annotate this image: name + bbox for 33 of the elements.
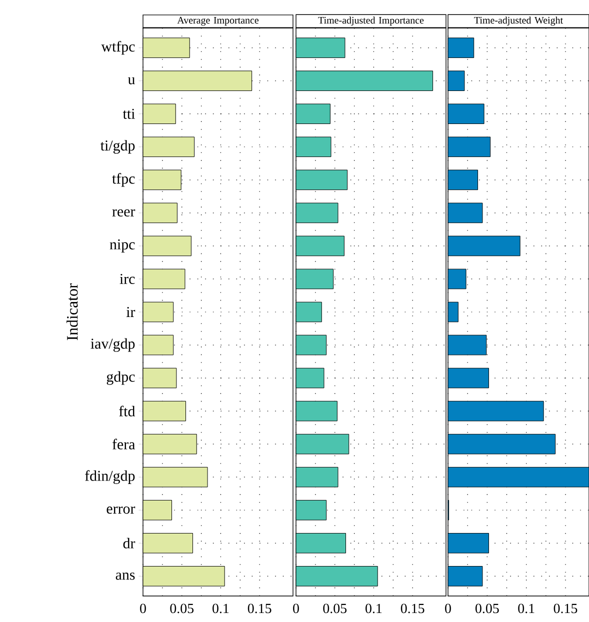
x-tick-label: 0.15	[554, 604, 578, 614]
y-tick-label: u	[128, 77, 135, 84]
x-tick-label: 0.05	[475, 604, 499, 614]
y-tick-label: iav/gdp	[90, 338, 135, 352]
y-tick-label: dr	[123, 538, 136, 548]
y-tick-label: error	[106, 506, 136, 514]
x-tick-label: 0.15	[400, 604, 424, 614]
y-tick-label: nipc	[110, 239, 135, 252]
x-tick-label: 0.15	[248, 604, 272, 614]
y-tick-label: fera	[112, 438, 136, 450]
x-tick-label: 0.05	[323, 604, 347, 614]
x-tick-label: 0.05	[170, 604, 194, 614]
y-tick-label: reer	[112, 209, 136, 217]
x-tick-label: 0.1	[212, 604, 229, 614]
y-tick-label: tfpc	[112, 173, 135, 187]
y-tick-label: ti/gdp	[100, 140, 135, 154]
y-tick-label: tti	[122, 108, 135, 119]
y-tick-label: irc	[120, 274, 135, 284]
y-tick-label: ans	[116, 572, 135, 580]
x-tick-label: 0.1	[518, 604, 534, 614]
chart-title: Time-adjusted Weight	[474, 16, 563, 26]
y-tick-label: ir	[126, 307, 136, 317]
x-tick-label: 0.1	[366, 604, 382, 614]
y-tick-label: wtfpc	[101, 40, 135, 55]
y-tick-label: gdpc	[106, 371, 135, 385]
x-tick-label: 0	[445, 604, 451, 614]
y-tick-label: fdin/gdp	[85, 470, 135, 484]
y-tick-label: ftd	[119, 406, 136, 416]
y-axis-title: Indicator	[66, 283, 78, 340]
chart-title: Time-adjusted Importance	[318, 16, 424, 26]
x-tick-label: 0	[293, 604, 299, 614]
x-tick-label: 0	[140, 604, 146, 614]
chart-title: Average Importance	[177, 16, 259, 26]
